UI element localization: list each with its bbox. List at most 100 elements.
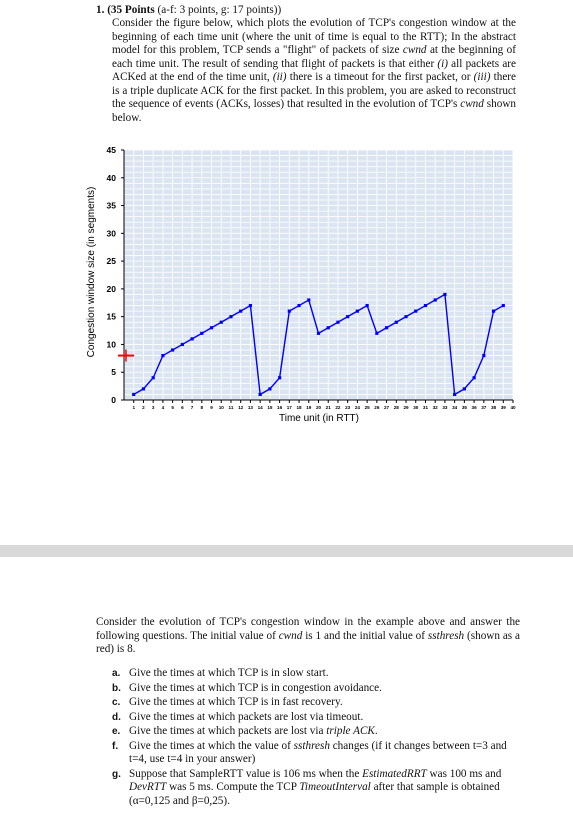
x-tick-label: 6 [181, 405, 184, 410]
text-run: changes (if it changes between t=3 and t… [129, 739, 507, 766]
cwnd-point [239, 309, 243, 313]
question-text: Consider the figure below, which plots t… [112, 17, 516, 125]
cwnd-point [453, 392, 457, 397]
y-tick-label: 25 [107, 256, 117, 266]
x-tick-label: 2 [142, 405, 145, 410]
subquestion-text: Give the times at which the value of sst… [129, 740, 522, 767]
cwnd-point [423, 303, 428, 308]
italic-term: DevRTT [129, 781, 167, 793]
text-run: at the beginning of each time unit. The … [112, 44, 516, 70]
subquestion-label: e. [112, 726, 121, 737]
text-run: was 5 ms. Compute the TCP [166, 781, 300, 793]
text-run: all packets are ACKed at the end of the … [112, 57, 516, 84]
cwnd-point [171, 348, 175, 352]
x-tick-label: 34 [452, 405, 458, 410]
subquestion-label: f. [112, 740, 119, 752]
text-run: Consider the figure below, which plots t… [112, 17, 516, 56]
cwnd-point [297, 303, 301, 308]
x-tick-label: 5 [171, 405, 174, 410]
x-tick-label: 36 [472, 405, 478, 410]
cwnd-point [278, 376, 282, 380]
subquestion-text: Give the times at which packets are lost… [129, 725, 522, 739]
italic-term: cwnd [402, 44, 427, 56]
y-tick-label: 15 [107, 312, 117, 322]
x-tick-label: 1 [132, 405, 135, 410]
page-separator [0, 545, 573, 557]
x-tick-label: 13 [248, 405, 254, 410]
x-tick-label: 38 [491, 405, 497, 410]
x-tick-label: 40 [510, 405, 516, 410]
italic-term: triple ACK [326, 725, 375, 737]
x-tick-label: 39 [501, 405, 507, 410]
text-run: there is a triple duplicate ACK for the … [112, 71, 516, 110]
cwnd-point [316, 331, 321, 335]
y-axis-label: Congestion window size (in segments) [86, 187, 97, 358]
cwnd-point [443, 292, 447, 297]
text-run: Give the times at which TCP is in fast r… [129, 696, 343, 708]
cwnd-point [248, 303, 253, 308]
cwnd-point [209, 326, 214, 330]
subquestion-text: Give the times at which TCP is in conges… [129, 682, 522, 696]
question-header: 1. (35 Points (a-f: 3 points, g: 17 poin… [96, 4, 526, 18]
subquestion-text: Give the times at which TCP is in slow s… [129, 667, 522, 681]
text-run: Give the times at which packets are lost… [129, 710, 364, 723]
x-tick-label: 28 [394, 405, 400, 410]
x-tick-label: 9 [210, 405, 213, 410]
text-run: (shown as a red) is 8. [96, 629, 521, 656]
cwnd-point [491, 309, 496, 313]
cwnd-point [200, 331, 204, 335]
x-tick-label: 11 [229, 405, 234, 410]
x-tick-label: 8 [201, 405, 204, 410]
cwnd-point [132, 392, 136, 397]
cwnd-point [258, 392, 262, 397]
y-tick-label: 20 [107, 284, 117, 294]
cwnd-point [414, 309, 418, 313]
subquestion-label: a. [112, 668, 121, 679]
subquestion-d: d. Give the times at which packets are lo… [112, 711, 522, 725]
chart-marks [118, 292, 505, 397]
subquestion-a: a. Give the times at which TCP is in slow… [112, 667, 522, 681]
x-tick-label: 3 [152, 405, 155, 410]
italic-term: (iii) [473, 71, 491, 83]
cwnd-point [229, 315, 233, 319]
y-tick-label: 5 [111, 367, 116, 377]
text-run: after that sample is obtained (α=0,125 a… [129, 781, 500, 807]
subquestion-f: f. Give the times at which the value of s… [112, 740, 522, 767]
subquestion-e: e. Give the times at which packets are lo… [112, 725, 522, 739]
text-run: Give the times at which TCP is in conges… [129, 681, 382, 694]
cwnd-point [472, 376, 476, 380]
y-tick-label: 10 [107, 339, 117, 349]
cwnd-point [394, 320, 398, 324]
cwnd-point [161, 353, 165, 358]
y-tick-label: 45 [107, 145, 117, 155]
cwnd-point [307, 298, 311, 302]
x-tick-label: 23 [345, 405, 351, 410]
cwnd-point [219, 320, 223, 324]
x-tick-label: 16 [277, 405, 283, 410]
subquestion-list: a. Give the times at which TCP is in slow… [112, 667, 522, 809]
cwnd-point [501, 303, 505, 308]
text-run: Give the times at which packets are lost… [129, 725, 327, 737]
subquestion-label: g. [112, 768, 121, 780]
y-tick-label: 40 [107, 173, 117, 183]
text-run: is 1 and the initial value of [302, 629, 428, 642]
x-tick-label: 10 [219, 405, 225, 410]
text-run: there is a timeout for the first packet,… [286, 71, 474, 83]
italic-term: (i) [437, 57, 448, 70]
text-run: Give the times at which TCP is in slow s… [129, 667, 329, 679]
subquestion-text: Suppose that SampleRTT value is 106 ms w… [129, 768, 522, 809]
subquestion-label: c. [112, 697, 121, 708]
cwnd-point [433, 298, 437, 302]
italic-term: ssthresh [427, 629, 465, 642]
cwnd-point [365, 303, 369, 308]
x-tick-label: 14 [258, 405, 264, 410]
cwnd-point [336, 320, 340, 324]
cwnd-point [462, 387, 466, 391]
x-tick-label: 12 [238, 405, 244, 410]
subquestion-text: Give the times at which packets are lost… [129, 711, 522, 725]
subquestion-b: b. Give the times at which TCP is in cong… [112, 682, 522, 696]
subquestion-label: d. [112, 711, 121, 723]
x-tick-label: 37 [481, 405, 487, 410]
subquestion-c: c. Give the times at which TCP is in fast… [112, 696, 522, 710]
